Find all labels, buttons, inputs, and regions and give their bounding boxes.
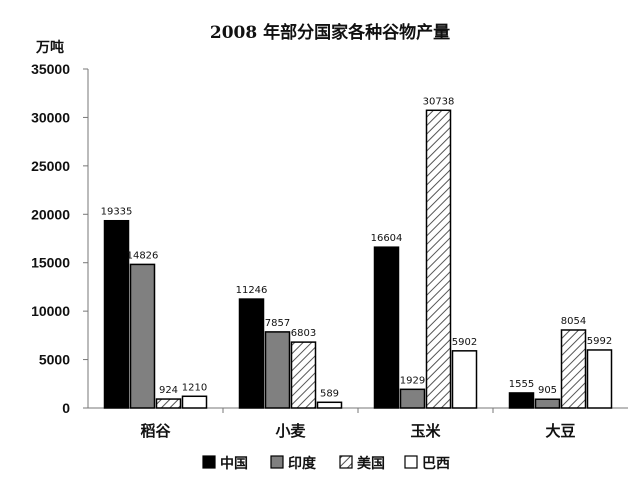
legend-swatch <box>202 455 216 469</box>
bar <box>129 263 156 409</box>
data-label: 1555 <box>509 379 534 390</box>
y-tick-label: 15000 <box>31 255 70 271</box>
bar <box>264 331 291 409</box>
x-category-label: 玉米 <box>410 422 441 440</box>
x-category-label: 大豆 <box>545 422 575 440</box>
bar <box>316 401 343 409</box>
data-label: 5992 <box>587 336 612 347</box>
bar <box>181 395 208 409</box>
legend-swatch <box>270 455 284 469</box>
bar <box>560 329 587 409</box>
bar <box>373 246 400 409</box>
bar <box>508 392 535 409</box>
data-label: 924 <box>159 385 178 396</box>
data-label: 16604 <box>371 233 403 244</box>
bar <box>586 349 613 409</box>
data-label: 19335 <box>101 207 133 218</box>
bar <box>155 398 182 409</box>
data-label: 1210 <box>182 382 207 393</box>
data-label: 905 <box>538 385 557 396</box>
data-label: 5902 <box>452 337 477 348</box>
bar <box>290 341 317 409</box>
y-tick-label: 30000 <box>31 109 70 125</box>
x-category-label: 稻谷 <box>140 422 171 440</box>
bar <box>425 109 452 409</box>
data-label: 7857 <box>265 318 290 329</box>
data-label: 14826 <box>127 250 159 261</box>
data-label: 6803 <box>291 328 316 339</box>
data-label: 8054 <box>561 316 586 327</box>
legend-swatch <box>404 455 418 469</box>
y-tick-label: 35000 <box>31 61 70 77</box>
y-tick-label: 5000 <box>39 352 70 368</box>
y-tick-label: 0 <box>62 400 70 416</box>
bar <box>103 219 130 409</box>
legend-label: 美国 <box>357 455 385 472</box>
legend-label: 巴西 <box>422 456 450 472</box>
data-label: 589 <box>320 388 339 399</box>
bar <box>399 388 426 409</box>
bar <box>238 298 265 409</box>
data-label: 11246 <box>236 285 268 296</box>
y-tick-label: 20000 <box>31 206 70 222</box>
chart-title: 2008 年部分国家各种谷物产量 <box>210 22 450 43</box>
y-axis-unit-label: 万吨 <box>35 39 64 56</box>
data-label: 1929 <box>400 375 425 386</box>
legend-swatch <box>339 455 353 469</box>
legend-label: 中国 <box>220 455 248 472</box>
y-tick-label: 10000 <box>31 303 70 319</box>
bar <box>451 350 478 409</box>
y-tick-label: 25000 <box>31 158 70 174</box>
data-label: 30738 <box>423 96 455 107</box>
legend-label: 印度 <box>288 455 317 472</box>
bar <box>534 398 561 409</box>
x-category-label: 小麦 <box>275 422 306 440</box>
